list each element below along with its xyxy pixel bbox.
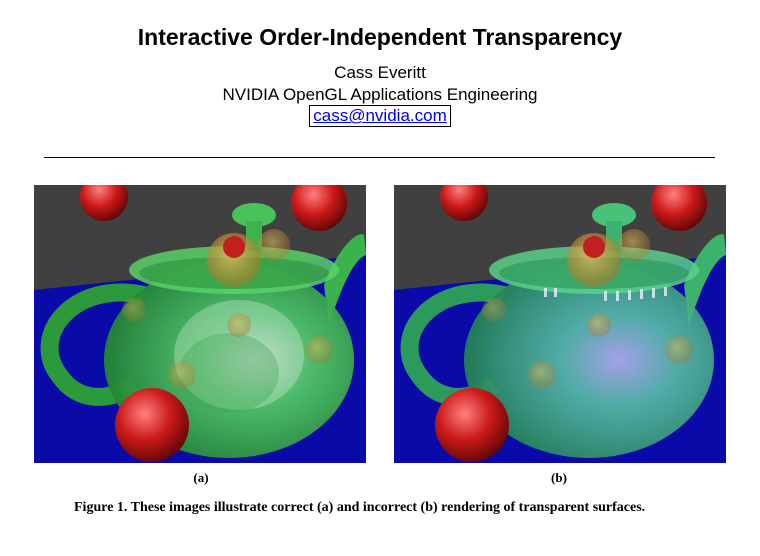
figure-b-image [394, 185, 726, 463]
author-email-link[interactable]: cass@nvidia.com [309, 105, 451, 127]
author-affiliation: NVIDIA OpenGL Applications Engineering [222, 85, 538, 104]
paper-title: Interactive Order-Independent Transparen… [137, 24, 623, 50]
figure-caption: Figure 1. These images illustrate correc… [74, 500, 646, 515]
email-container: cass@nvidia.com [0, 105, 760, 127]
figure-b-label: (b) [551, 470, 567, 485]
author-name: Cass Everitt [334, 63, 426, 82]
figure-a-label: (a) [193, 470, 209, 485]
figure-a-image [34, 185, 366, 463]
header-divider [44, 157, 715, 158]
